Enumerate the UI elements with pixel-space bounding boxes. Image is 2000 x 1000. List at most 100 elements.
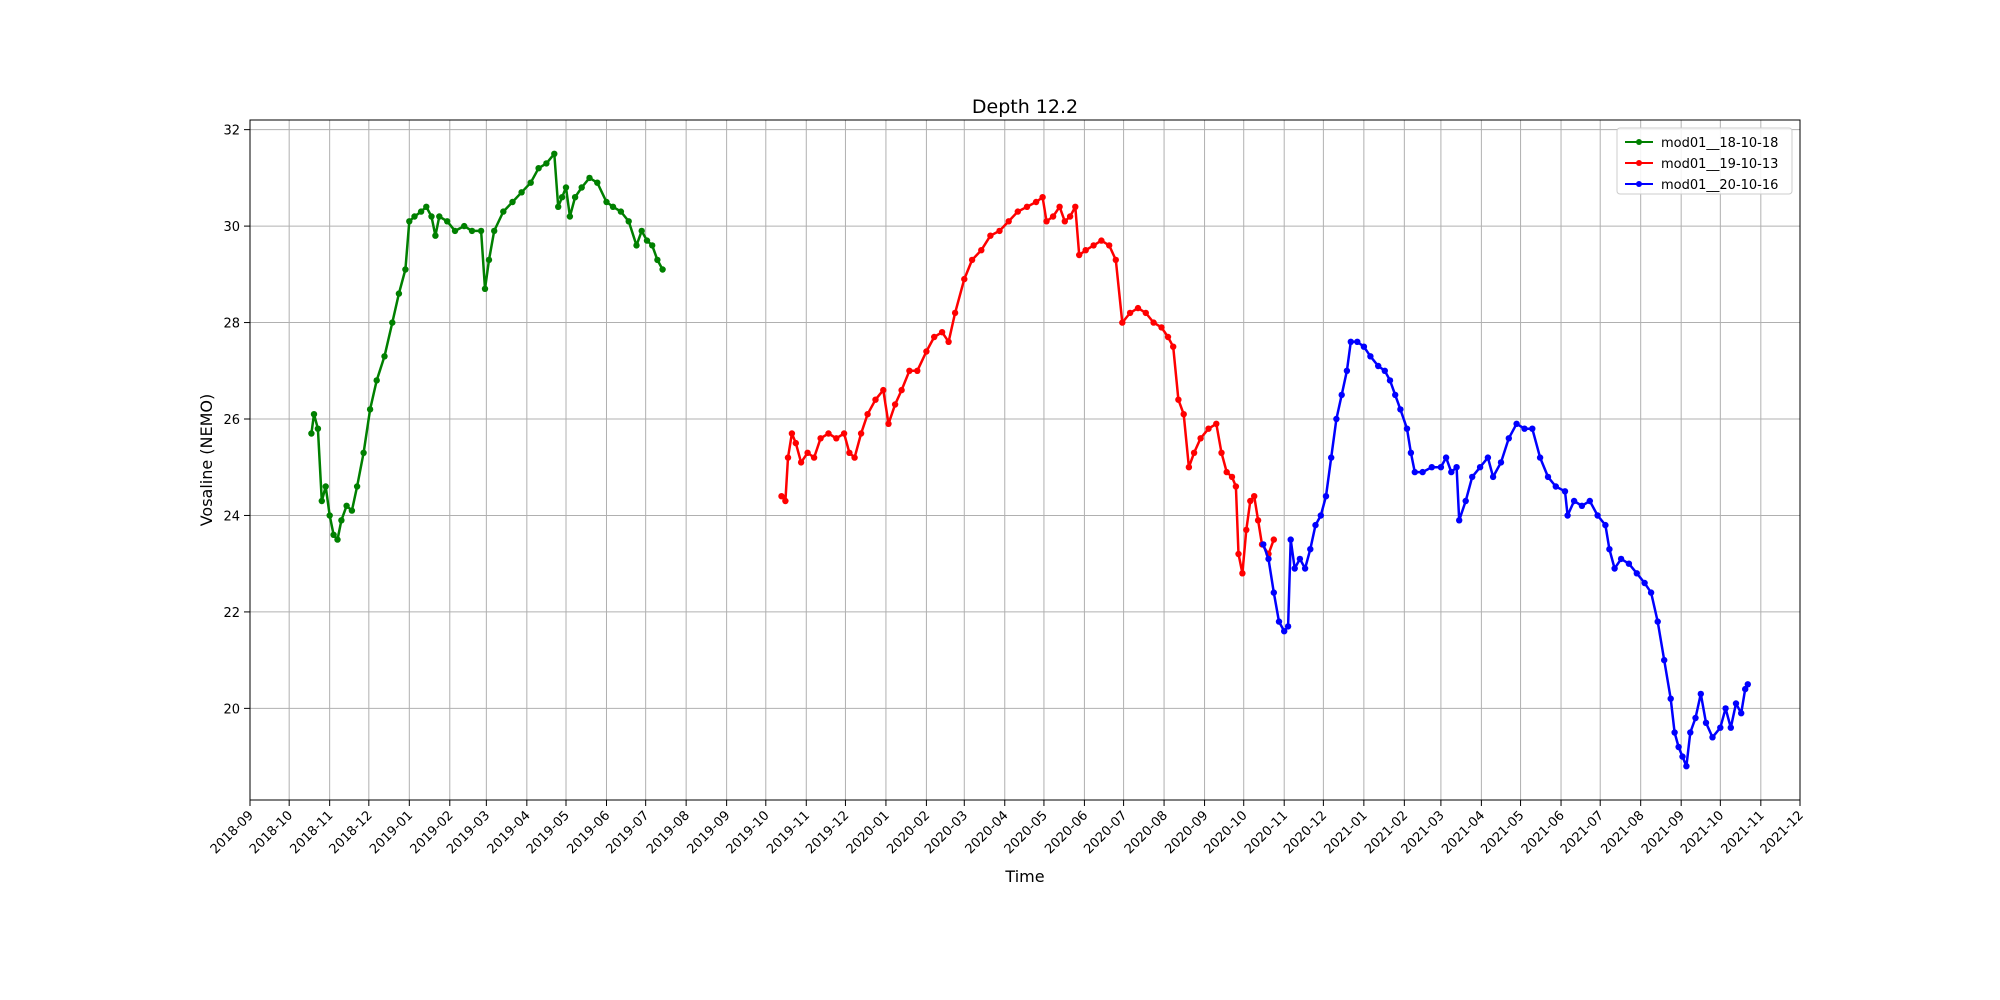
data-point	[1667, 695, 1674, 702]
data-point	[1119, 319, 1126, 326]
series-2	[778, 194, 1278, 577]
data-point	[518, 189, 525, 196]
data-point	[586, 174, 593, 182]
data-point	[343, 502, 350, 509]
data-point	[1411, 468, 1419, 476]
data-point	[1722, 705, 1729, 712]
data-point	[1744, 681, 1752, 688]
data-point	[1360, 343, 1368, 350]
data-point	[880, 386, 887, 394]
data-point	[485, 256, 493, 264]
grid	[249, 120, 1801, 800]
data-point	[562, 184, 570, 191]
series-layer	[308, 150, 1752, 770]
data-point	[1428, 464, 1436, 471]
data-point	[1098, 237, 1105, 244]
data-point	[1727, 724, 1735, 731]
data-point	[1386, 377, 1394, 384]
data-point	[851, 454, 858, 461]
data-point	[1702, 719, 1710, 726]
data-point	[1683, 763, 1690, 770]
data-point	[1082, 247, 1089, 254]
data-point	[1679, 753, 1686, 760]
data-point	[825, 430, 832, 437]
y-tick-label: 22	[223, 606, 240, 621]
data-point	[1170, 343, 1177, 350]
data-point	[1228, 473, 1236, 481]
y-tick-label: 26	[223, 413, 240, 428]
data-point	[1260, 541, 1267, 548]
data-point	[1317, 512, 1325, 519]
data-point	[1270, 589, 1278, 596]
data-point	[1407, 449, 1415, 456]
data-point	[1641, 579, 1648, 587]
data-point	[1586, 497, 1594, 505]
data-point	[1476, 464, 1484, 471]
data-point	[318, 497, 325, 505]
data-point	[1205, 425, 1212, 432]
y-tick-label: 30	[223, 220, 240, 235]
data-point	[334, 536, 341, 543]
legend-item: mod01__20-10-16	[1625, 178, 1778, 193]
data-point	[1142, 309, 1150, 317]
data-point	[846, 449, 853, 456]
data-point	[923, 348, 930, 355]
data-point	[1049, 213, 1057, 220]
data-point	[326, 512, 333, 519]
data-point	[1570, 497, 1578, 505]
data-point	[1647, 589, 1655, 596]
data-point	[778, 493, 785, 500]
data-point	[411, 213, 418, 220]
legend-marker	[1636, 181, 1642, 187]
data-point	[1338, 391, 1345, 399]
data-point	[987, 232, 994, 239]
data-point	[1687, 729, 1694, 736]
data-point	[1232, 483, 1240, 490]
data-point	[782, 497, 789, 505]
data-point	[840, 430, 848, 437]
data-point	[1375, 362, 1382, 370]
data-point	[444, 218, 451, 225]
data-point	[625, 218, 632, 225]
data-point	[1223, 468, 1230, 476]
data-point	[366, 406, 374, 413]
data-point	[649, 242, 656, 249]
data-point	[1218, 449, 1225, 456]
data-point	[1185, 464, 1193, 471]
data-point	[381, 353, 388, 360]
data-point	[1180, 411, 1187, 418]
data-point	[1692, 714, 1699, 722]
data-point	[1606, 546, 1613, 553]
data-point	[406, 218, 413, 225]
data-point	[1112, 256, 1120, 264]
data-point	[885, 420, 892, 427]
data-point	[1437, 464, 1445, 471]
data-point	[609, 203, 617, 210]
plot-frame	[249, 119, 1801, 801]
legend-item: mod01__18-10-18	[1625, 136, 1778, 151]
data-point	[1301, 565, 1309, 572]
series-1	[308, 150, 666, 543]
data-point	[360, 449, 367, 456]
data-point	[314, 425, 322, 432]
data-point	[1697, 690, 1705, 698]
data-point	[857, 430, 865, 437]
data-point	[389, 319, 396, 326]
data-point	[633, 242, 640, 249]
y-tick-label: 24	[223, 509, 240, 524]
data-point	[322, 483, 329, 490]
data-point	[500, 208, 507, 215]
data-point	[1617, 555, 1625, 563]
data-point	[1275, 618, 1283, 625]
data-point	[395, 290, 403, 297]
data-point	[872, 396, 879, 403]
legend-label: mod01__20-10-16	[1661, 178, 1778, 193]
data-point	[338, 517, 345, 524]
data-point	[1367, 353, 1374, 360]
data-point	[1625, 560, 1633, 567]
data-point	[1284, 623, 1292, 630]
y-tick-label: 20	[223, 702, 240, 717]
data-point	[951, 309, 959, 317]
series-3	[1260, 338, 1752, 770]
data-point	[1717, 724, 1724, 731]
